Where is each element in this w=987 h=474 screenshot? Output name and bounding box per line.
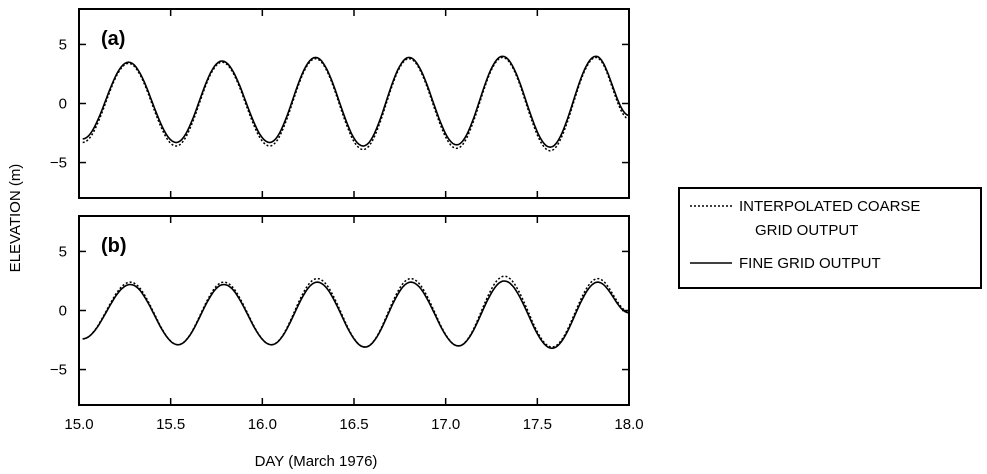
- legend-box: [678, 187, 982, 289]
- y-axis-title: ELEVATION (m): [7, 164, 24, 273]
- y-tick-label-a: 0: [59, 96, 67, 113]
- x-tick-label: 16.5: [339, 416, 368, 433]
- legend-label-coarse-line1: INTERPOLATED COARSE: [739, 198, 920, 215]
- y-tick-label-a: 5: [59, 36, 67, 53]
- panel-label-a: (a): [101, 28, 125, 50]
- y-tick-label-b: 0: [59, 303, 67, 320]
- y-tick-label-a: −5: [50, 155, 67, 172]
- y-tick-label-b: 5: [59, 243, 67, 260]
- panel-label-b: (b): [101, 235, 127, 257]
- panel-b: 5 0 −5 15.0 15.5 16.0 16.5 17.0 17.5 18.0 (b): [50, 215, 644, 433]
- x-tick-label: 17.5: [523, 416, 552, 433]
- x-tick-label: 15.0: [64, 416, 93, 433]
- plot-frame-a: [78, 8, 630, 199]
- panel-a: 5 0 −5 (a): [50, 8, 630, 199]
- x-tick-label: 15.5: [156, 416, 185, 433]
- plot-frame-b: [78, 215, 630, 406]
- legend: INTERPOLATED COARSE GRID OUTPUT FINE GRI…: [678, 187, 982, 289]
- x-tick-label: 16.0: [248, 416, 277, 433]
- x-tick-label: 18.0: [614, 416, 643, 433]
- legend-label-coarse-line2: GRID OUTPUT: [755, 222, 858, 239]
- legend-label-fine: FINE GRID OUTPUT: [739, 255, 881, 272]
- x-axis-title: DAY (March 1976): [255, 453, 378, 470]
- fine-grid-line-a: [82, 55, 630, 149]
- coarse-grid-line-a: [82, 56, 630, 152]
- fine-grid-line-b: [82, 280, 630, 350]
- coarse-grid-line-b: [82, 275, 630, 348]
- y-tick-label-b: −5: [50, 362, 67, 379]
- x-tick-label: 17.0: [431, 416, 460, 433]
